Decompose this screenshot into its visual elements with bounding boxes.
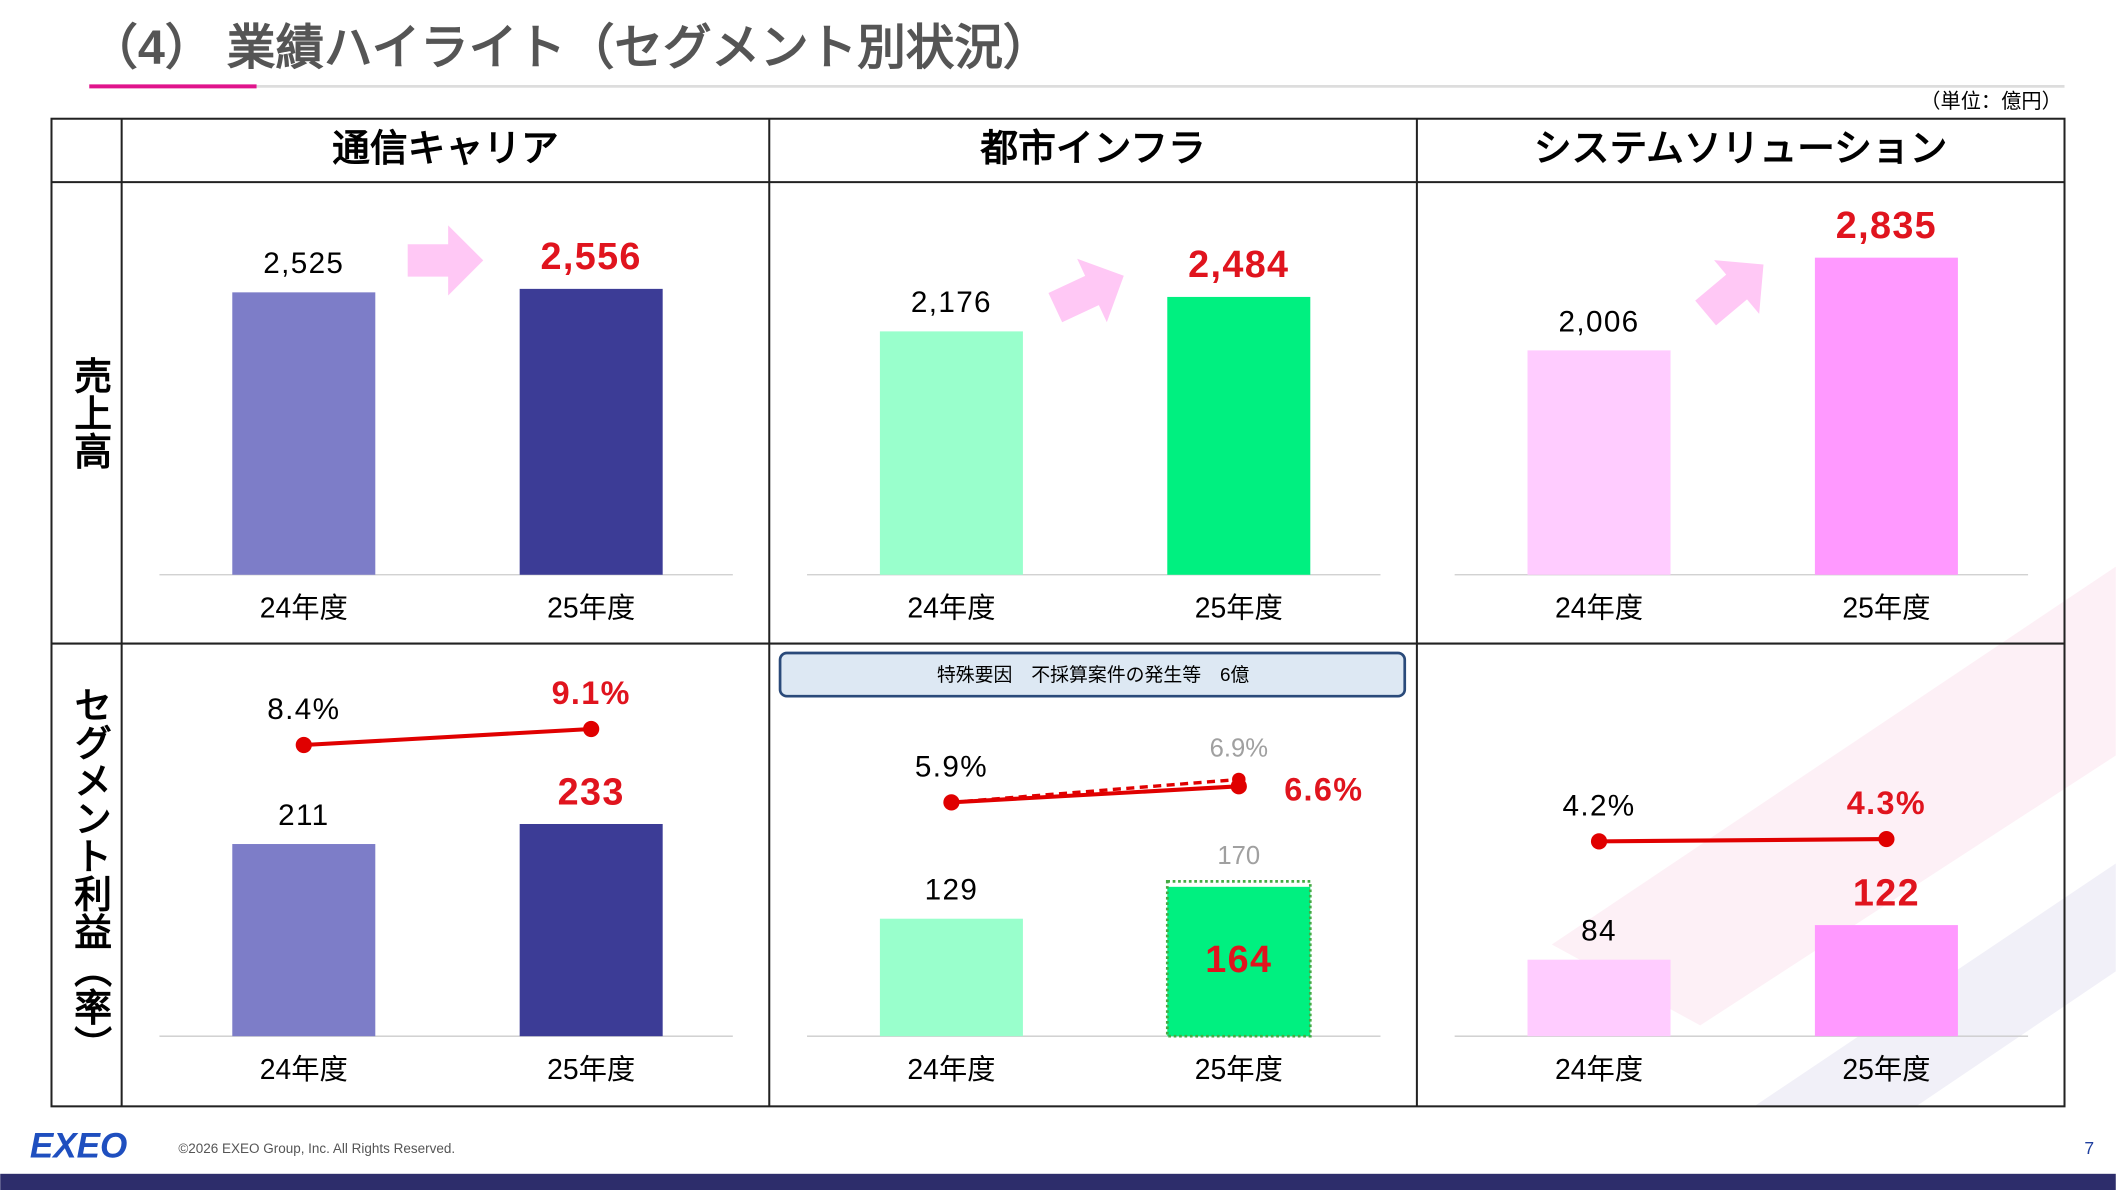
bar	[879, 918, 1023, 1037]
rate-label: 6.6%	[1284, 771, 1363, 807]
category-label: 24年度	[907, 1054, 995, 1086]
background-stripe	[1551, 566, 2116, 1026]
reference-rate-label: 6.9%	[1210, 735, 1268, 763]
category-label: 24年度	[907, 592, 995, 624]
bar	[232, 292, 376, 575]
category-label: 25年度	[1195, 592, 1283, 624]
rate-line	[1599, 837, 1887, 844]
bar	[519, 823, 663, 1037]
rate-point	[1230, 778, 1247, 795]
rate-label: 4.3%	[1847, 785, 1926, 821]
category-label: 25年度	[547, 1054, 635, 1086]
rate-point	[943, 794, 960, 811]
value-label: 84	[1581, 915, 1617, 948]
column-header: 通信キャリア	[332, 128, 559, 170]
copyright: ©2026 EXEO Group, Inc. All Rights Reserv…	[178, 1141, 455, 1156]
bar	[1814, 925, 1958, 1037]
slide-title: （4） 業績ハイライト（セグメント別状況）	[89, 21, 1051, 75]
page-number: 7	[2084, 1138, 2094, 1158]
value-label: 129	[925, 874, 979, 907]
unit-label: （単位：億円）	[1920, 90, 2062, 113]
value-label: 2,556	[541, 236, 642, 278]
value-label: 233	[558, 771, 625, 813]
rate-point	[583, 720, 600, 738]
rate-point	[1878, 830, 1895, 848]
value-label: 2,176	[911, 286, 992, 319]
category-label: 25年度	[1842, 1054, 1930, 1086]
value-label: 2,525	[263, 247, 344, 280]
value-label: 2,835	[1836, 205, 1937, 247]
value-label: 2,484	[1188, 244, 1289, 286]
value-label: 122	[1853, 872, 1920, 914]
category-label: 24年度	[260, 592, 348, 624]
logo: EXEO	[30, 1126, 127, 1165]
rate-label: 9.1%	[552, 675, 631, 711]
bar	[1527, 350, 1671, 575]
column-header: 都市インフラ	[979, 128, 1205, 170]
bar	[232, 844, 376, 1037]
table-grid	[50, 117, 2066, 1108]
value-label: 2,006	[1559, 305, 1640, 338]
bar	[1814, 257, 1958, 575]
bar	[1167, 886, 1311, 1037]
bar	[519, 288, 663, 575]
rate-point	[295, 736, 312, 754]
rate-point	[1590, 833, 1608, 850]
category-label: 24年度	[260, 1054, 348, 1086]
value-label: 164	[1205, 939, 1272, 981]
footer-bar	[0, 1173, 2116, 1190]
rate-label: 5.9%	[915, 750, 988, 783]
row-header: 売上高	[68, 356, 112, 470]
rate-line	[951, 784, 1239, 805]
category-label: 24年度	[1555, 1054, 1643, 1086]
bar	[879, 331, 1023, 575]
rate-label: 8.4%	[267, 693, 340, 726]
category-label: 25年度	[547, 592, 635, 624]
category-label: 24年度	[1555, 592, 1643, 624]
rate-line	[303, 726, 592, 748]
row-header: セグメント利益（率）	[68, 685, 112, 1063]
annotation-box	[778, 651, 1407, 698]
rate-label: 4.2%	[1563, 789, 1636, 822]
annotation: 特殊要因 不採算案件の発生等 6億	[937, 664, 1250, 686]
category-label: 25年度	[1195, 1054, 1283, 1086]
category-label: 25年度	[1842, 592, 1930, 624]
growth-arrows	[407, 225, 1764, 326]
reference-bar	[1165, 880, 1312, 1038]
column-header: システムソリューション	[1534, 128, 1948, 170]
reference-label: 170	[1217, 842, 1260, 870]
value-label: 211	[278, 799, 329, 832]
bar	[1527, 959, 1671, 1037]
bar	[1167, 296, 1311, 575]
